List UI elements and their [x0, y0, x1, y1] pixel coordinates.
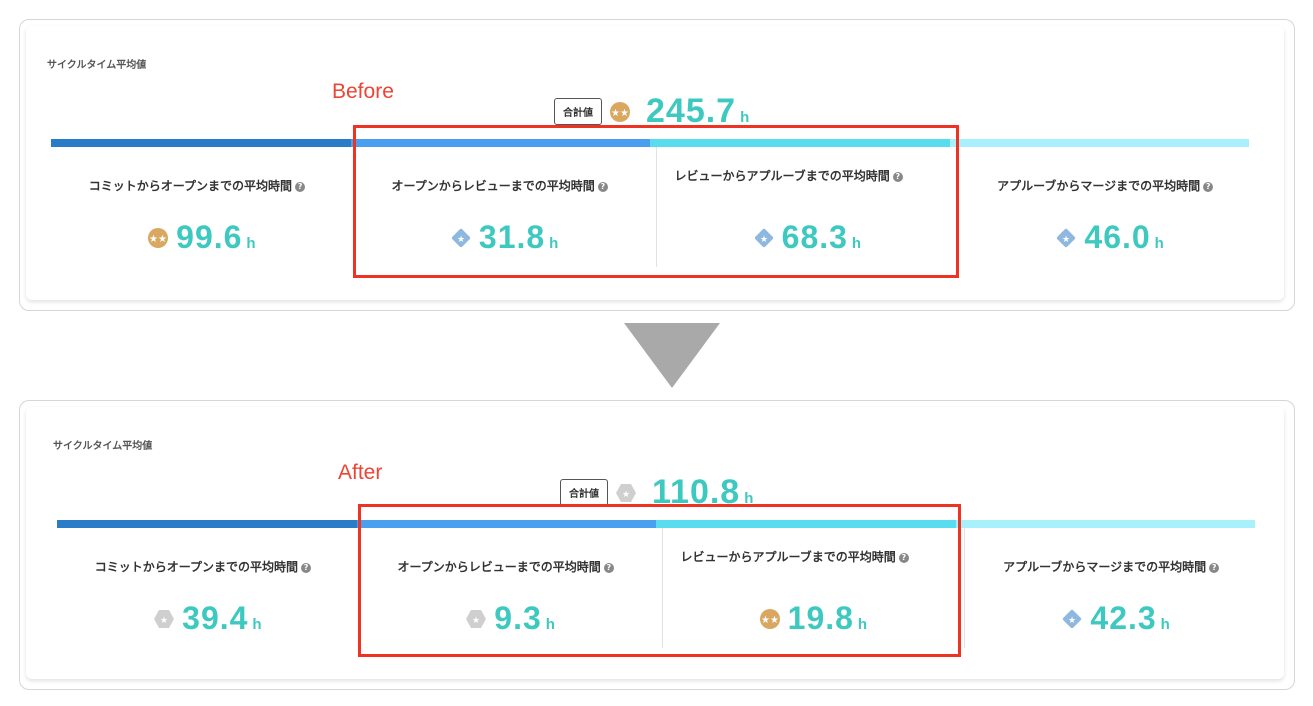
gray-hexagon-icon: ★: [154, 609, 175, 629]
cycle-time-panel-after: サイクルタイム平均値 After 合計値 ★ 110.8 h コミットからオープン…: [19, 400, 1295, 690]
gold-medal-icon: ★★: [759, 608, 780, 629]
comparison-tag: Before: [332, 80, 394, 103]
stage-card: レビューからアプルーブまでの平均時間? ★ 68.3 h: [657, 147, 960, 267]
help-icon[interactable]: ?: [898, 552, 909, 563]
unit: h: [252, 616, 262, 633]
blue-diamond-icon: ★: [451, 228, 471, 248]
stage-bar: [949, 139, 1249, 147]
stage-bar: [650, 139, 950, 147]
gold-medal-icon: ★★: [610, 101, 630, 122]
stage-label: レビューからアプルーブまでの平均時間: [680, 550, 896, 564]
help-icon[interactable]: ?: [603, 562, 614, 573]
stage-bar: [356, 520, 656, 528]
gold-medal-icon: ★★: [148, 227, 169, 248]
svg-text:★★: ★★: [761, 615, 779, 626]
stage-label: レビューからアプルーブまでの平均時間: [674, 169, 890, 183]
svg-text:★: ★: [622, 490, 630, 500]
unit: h: [851, 235, 862, 252]
gray-hexagon-icon: ★: [466, 609, 487, 629]
svg-text:★: ★: [472, 616, 480, 626]
stage-label: コミットからオープンまでの平均時間: [88, 179, 293, 193]
stage-value: 68.3: [781, 219, 848, 255]
total-badge: 合計値: [554, 98, 602, 125]
help-icon[interactable]: ?: [295, 181, 306, 192]
stage-value: 19.8: [787, 600, 854, 636]
stage-value: 42.3: [1090, 600, 1157, 636]
blue-diamond-icon: ★: [754, 228, 774, 248]
svg-text:★: ★: [160, 616, 168, 626]
stage-card: レビューからアプルーブまでの平均時間? ★★ 19.8 h: [663, 528, 966, 648]
gray-hexagon-icon: ★: [616, 483, 636, 503]
help-icon[interactable]: ?: [892, 171, 903, 182]
unit: h: [246, 235, 256, 252]
blue-diamond-icon: ★: [1062, 609, 1082, 629]
help-icon[interactable]: ?: [301, 562, 312, 573]
stage-value: 99.6: [176, 219, 243, 255]
stage-card: コミットからオープンまでの平均時間? ★★ 99.6 h: [51, 147, 354, 267]
unit: h: [740, 109, 750, 126]
stage-label: オープンからレビューまでの平均時間: [397, 560, 601, 574]
stage-value: 31.8: [478, 219, 546, 255]
help-icon[interactable]: ?: [1203, 181, 1214, 192]
panel-title: サイクルタイム平均値: [47, 60, 147, 71]
total-number: 245.7: [646, 92, 737, 130]
total-value: 合計値 ★★ 245.7 h: [554, 92, 749, 131]
stage-bar: [51, 139, 351, 147]
stage-label: オープンからレビューまでの平均時間: [391, 179, 595, 193]
down-arrow-icon: [624, 323, 720, 388]
unit: h: [857, 616, 868, 633]
stage-card: コミットからオープンまでの平均時間? ★ 39.4 h: [57, 528, 360, 648]
stage-value: 46.0: [1084, 219, 1151, 255]
unit: h: [1154, 235, 1164, 252]
help-icon[interactable]: ?: [1209, 562, 1220, 573]
progress-bars: [51, 139, 1249, 147]
stage-value: 39.4: [182, 600, 249, 636]
highlight-box: [353, 125, 959, 278]
highlight-box: [358, 504, 961, 657]
unit: h: [1160, 616, 1170, 633]
stage-card: オープンからレビューまでの平均時間? ★ 9.3 h: [360, 528, 663, 648]
comparison-tag: After: [338, 461, 383, 484]
stage-bar: [350, 139, 650, 147]
stage-bar: [57, 520, 357, 528]
unit: h: [744, 490, 754, 507]
stage-card: アプルーブからマージまでの平均時間? ★ 46.0 h: [959, 147, 1261, 267]
progress-bars: [57, 520, 1255, 528]
svg-text:★★: ★★: [611, 108, 629, 119]
svg-text:★: ★: [457, 235, 465, 245]
blue-diamond-icon: ★: [1056, 228, 1076, 248]
svg-text:★: ★: [1062, 235, 1070, 245]
svg-text:★: ★: [1068, 616, 1076, 626]
stage-bar: [955, 520, 1255, 528]
panel-title: サイクルタイム平均値: [53, 441, 153, 452]
total-badge: 合計値: [560, 479, 608, 506]
stage-card: アプルーブからマージまでの平均時間? ★ 42.3 h: [965, 528, 1267, 648]
unit: h: [549, 235, 559, 252]
stage-label: アプルーブからマージまでの平均時間: [1003, 560, 1207, 574]
svg-text:★: ★: [760, 235, 768, 245]
stage-label: アプルーブからマージまでの平均時間: [997, 179, 1201, 193]
stage-value: 9.3: [494, 600, 542, 636]
svg-text:★★: ★★: [149, 234, 167, 245]
stage-card: オープンからレビューまでの平均時間? ★ 31.8 h: [354, 147, 657, 267]
stage-label: コミットからオープンまでの平均時間: [94, 560, 299, 574]
cycle-time-panel-before: サイクルタイム平均値 Before 合計値 ★★ 245.7 h コミットからオー…: [19, 19, 1295, 311]
stage-bar: [656, 520, 956, 528]
unit: h: [545, 616, 555, 633]
help-icon[interactable]: ?: [597, 181, 608, 192]
